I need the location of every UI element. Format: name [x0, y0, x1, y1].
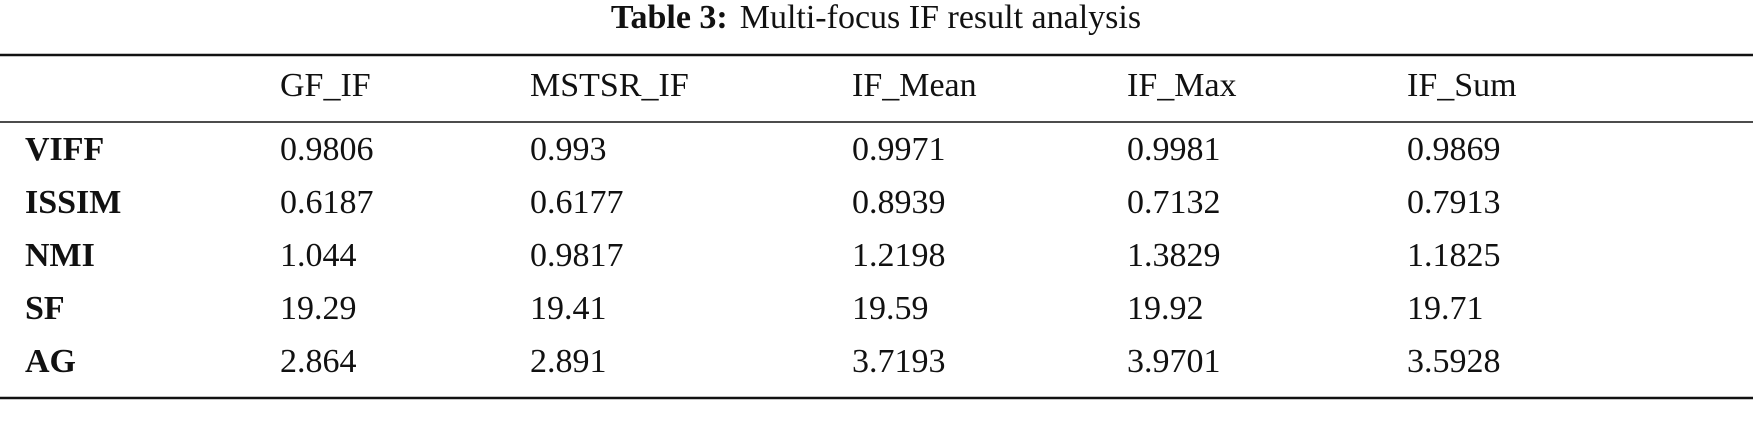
- cell: 3.7193: [852, 343, 946, 380]
- column-header: IF_Mean: [852, 67, 977, 104]
- cell: 1.044: [280, 237, 357, 274]
- cell: 0.6177: [530, 184, 624, 221]
- cell: 0.9806: [280, 131, 374, 168]
- column-header: IF_Max: [1127, 67, 1237, 104]
- cell: 0.8939: [852, 184, 946, 221]
- cell: 2.891: [530, 343, 607, 380]
- caption: Table 3: Multi-focus IF result analysis: [611, 0, 1141, 36]
- cell: 2.864: [280, 343, 357, 380]
- table-body: GF_IF MSTSR_IF IF_Mean IF_Max IF_Sum VIFF 0.98…: [25, 67, 1517, 380]
- row-header: NMI: [25, 237, 95, 274]
- cell: 19.41: [530, 290, 607, 327]
- cell: 0.7913: [1407, 184, 1501, 221]
- cell: 3.5928: [1407, 343, 1501, 380]
- cell: 0.7132: [1127, 184, 1221, 221]
- cell: 0.9817: [530, 237, 624, 274]
- cell: 0.9981: [1127, 131, 1221, 168]
- cell: 3.9701: [1127, 343, 1221, 380]
- cell: 19.71: [1407, 290, 1484, 327]
- cell: 19.59: [852, 290, 929, 327]
- row-header: SF: [25, 290, 65, 327]
- cell: 0.993: [530, 131, 607, 168]
- row-header: VIFF: [25, 131, 104, 168]
- cell: 1.2198: [852, 237, 946, 274]
- column-header: GF_IF: [280, 67, 371, 104]
- caption-label: Table 3:: [611, 0, 728, 36]
- row-header: ISSIM: [25, 184, 121, 221]
- cell: 19.92: [1127, 290, 1204, 327]
- cell: 1.1825: [1407, 237, 1501, 274]
- row-header: AG: [25, 343, 76, 380]
- caption-text: Multi-focus IF result analysis: [740, 0, 1141, 36]
- cell: 0.9869: [1407, 131, 1501, 168]
- cell: 0.6187: [280, 184, 374, 221]
- column-header: MSTSR_IF: [530, 67, 689, 104]
- column-header: IF_Sum: [1407, 67, 1517, 104]
- cell: 19.29: [280, 290, 357, 327]
- cell: 1.3829: [1127, 237, 1221, 274]
- cell: 0.9971: [852, 131, 946, 168]
